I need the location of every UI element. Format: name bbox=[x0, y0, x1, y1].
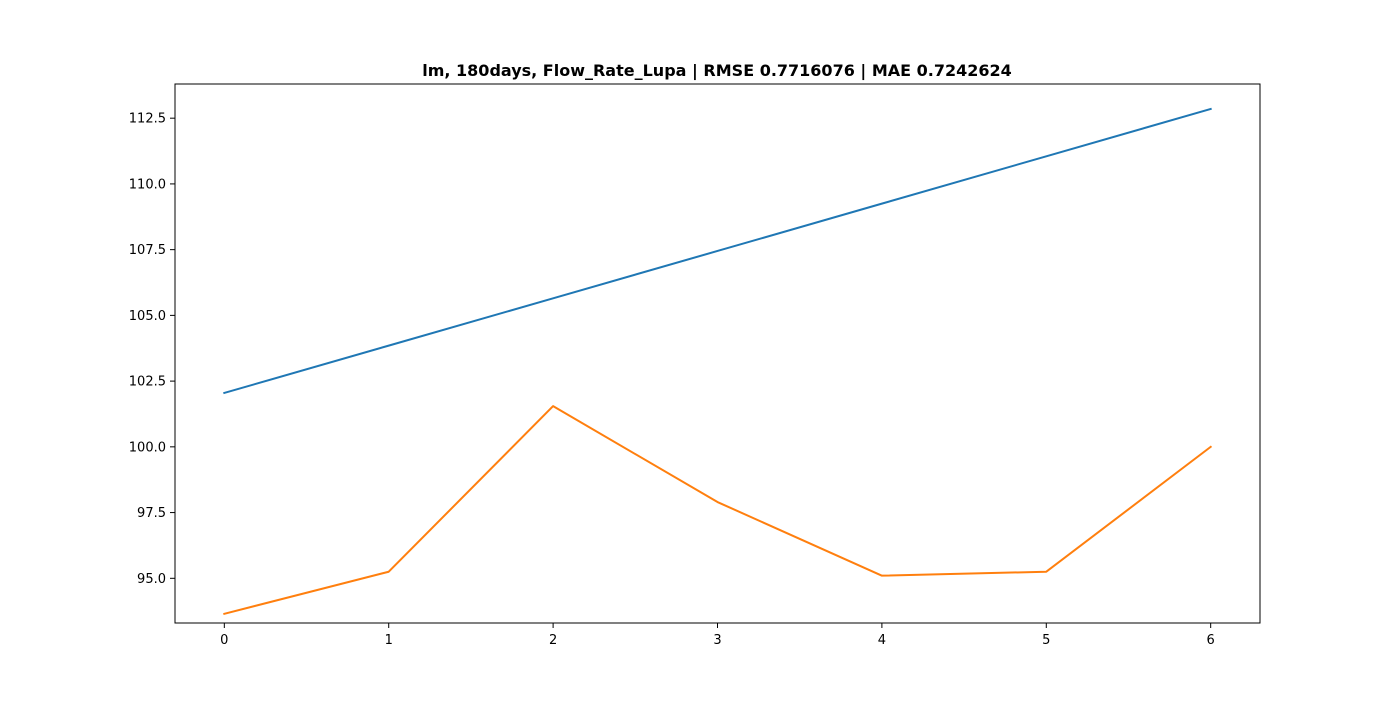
y-tick-label: 95.0 bbox=[137, 572, 166, 587]
axes: 0 1 2 3 4 5 6 95.0 97.5 100.0 102.5 105.0 107.5 110.0… bbox=[129, 83, 1261, 648]
series-line-1 bbox=[223, 405, 1213, 616]
y-tick-label: 112.5 bbox=[129, 112, 166, 127]
x-tick-label: 5 bbox=[1042, 633, 1050, 648]
series-line-0 bbox=[223, 107, 1212, 395]
chart-title: lm, 180days, Flow_Rate_Lupa | RMSE 0.771… bbox=[422, 61, 1012, 81]
y-tick-label: 97.5 bbox=[137, 506, 166, 521]
x-tick-label: 2 bbox=[549, 633, 557, 648]
y-tick-label: 110.0 bbox=[129, 177, 166, 192]
y-tick-label: 107.5 bbox=[129, 243, 166, 258]
y-tick-label: 102.5 bbox=[129, 375, 166, 390]
x-tick-label: 0 bbox=[220, 633, 228, 648]
x-tick-label: 3 bbox=[713, 633, 721, 648]
y-tick-label: 100.0 bbox=[129, 440, 166, 455]
x-tick-label: 4 bbox=[878, 633, 886, 648]
series-layer bbox=[223, 107, 1213, 616]
x-tick-label: 1 bbox=[385, 633, 393, 648]
x-tick-label: 6 bbox=[1207, 633, 1215, 648]
y-tick-label: 105.0 bbox=[129, 309, 166, 324]
